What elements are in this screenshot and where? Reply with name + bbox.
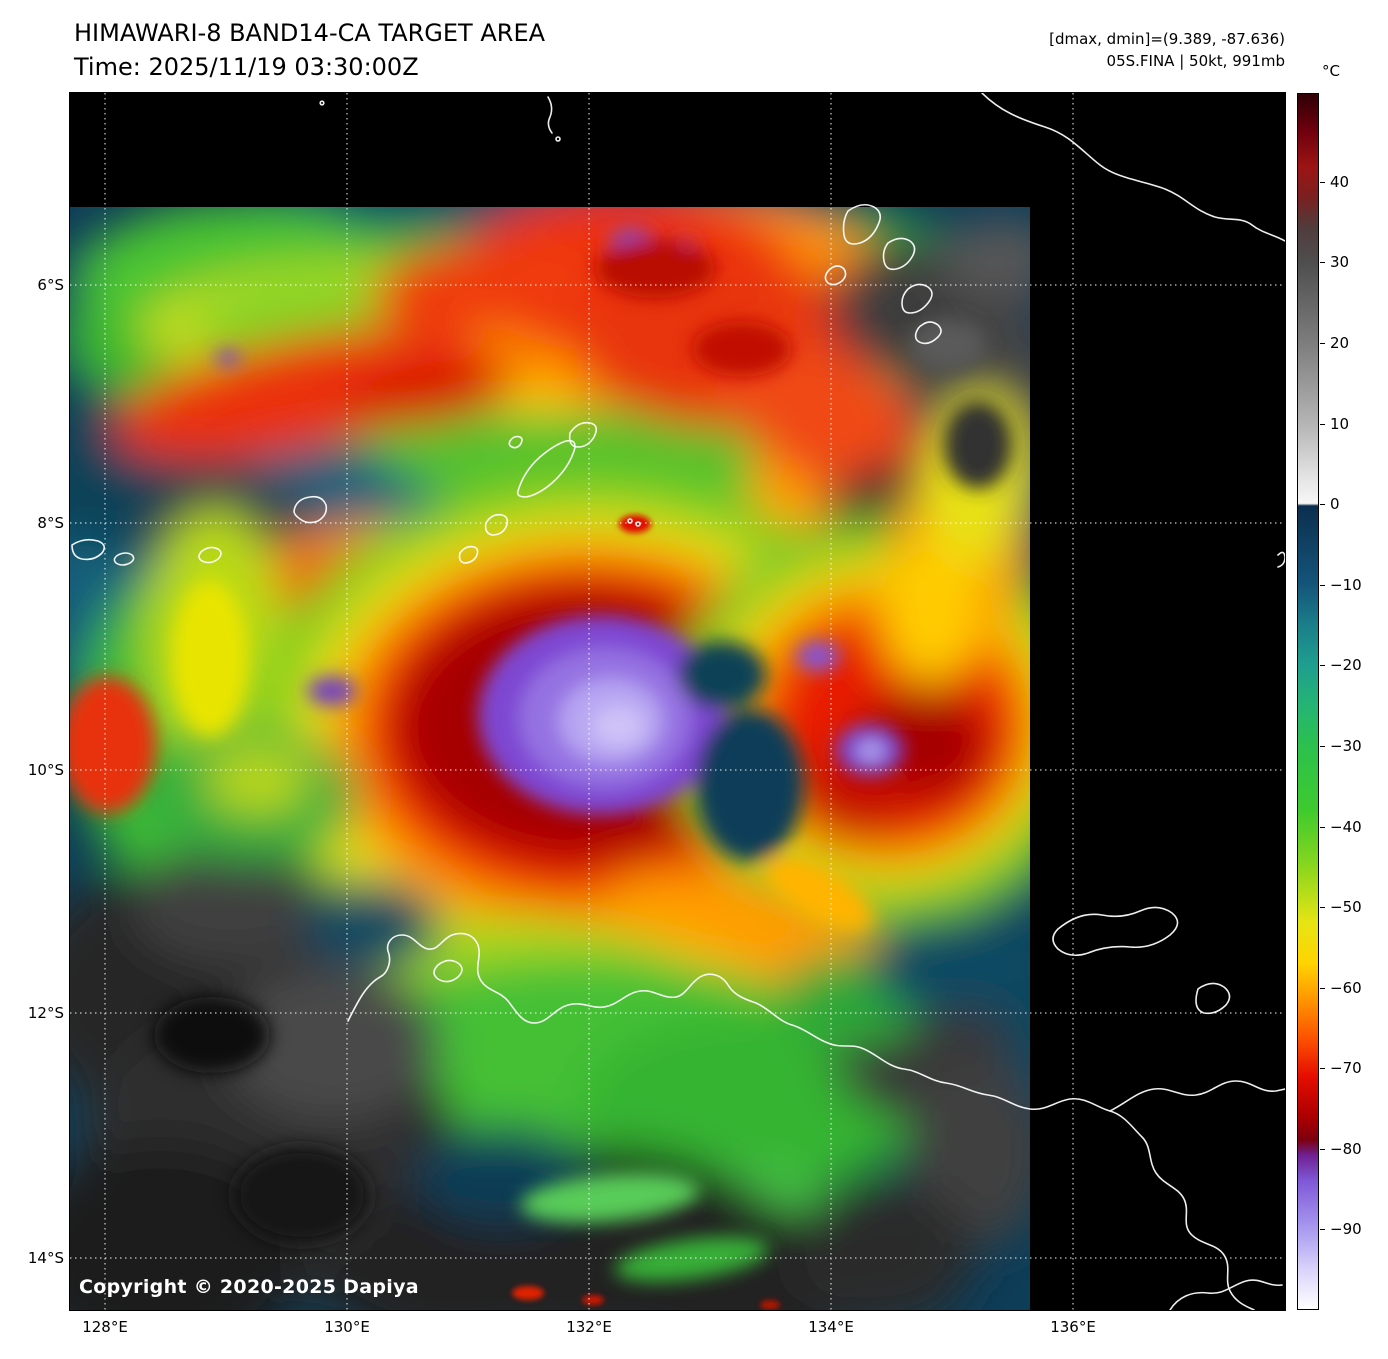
colorbar-tick-m10: −10 [1330, 576, 1362, 594]
colorbar-tickmark [1320, 665, 1325, 666]
lat-label-6s: 6°S [37, 276, 64, 294]
colorbar-tickmark [1320, 1149, 1325, 1150]
colorbar-tickmark [1320, 343, 1325, 344]
colorbar-tick-m70: −70 [1330, 1059, 1362, 1077]
lon-label-134e: 134°E [808, 1318, 854, 1336]
colorbar-tickmark [1320, 504, 1325, 505]
lat-label-8s: 8°S [37, 514, 64, 532]
colorbar-tickmark [1320, 827, 1325, 828]
colorbar [1297, 93, 1319, 1310]
colorbar-tickmark [1320, 585, 1325, 586]
colorbar-tick-0: 0 [1330, 495, 1340, 513]
dmax-dmin-label: [dmax, dmin]=(9.389, -87.636) [1049, 30, 1285, 48]
colorbar-tick-m90: −90 [1330, 1220, 1362, 1238]
colorbar-tick-30: 30 [1330, 253, 1350, 271]
colorbar-tick-20: 20 [1330, 334, 1350, 352]
lon-label-132e: 132°E [566, 1318, 612, 1336]
lat-label-14s: 14°S [27, 1249, 64, 1267]
colorbar-tickmark [1320, 424, 1325, 425]
lon-label-130e: 130°E [324, 1318, 370, 1336]
copyright-label: Copyright © 2020-2025 Dapiya [79, 1276, 419, 1298]
lat-label-12s: 12°S [27, 1004, 64, 1022]
colorbar-tick-m20: −20 [1330, 656, 1362, 674]
colorbar-tickmark [1320, 182, 1325, 183]
lon-label-136e: 136°E [1050, 1318, 1096, 1336]
lon-label-128e: 128°E [82, 1318, 128, 1336]
colorbar-tickmark [1320, 262, 1325, 263]
colorbar-tick-m60: −60 [1330, 979, 1362, 997]
colorbar-unit-label: °C [1322, 62, 1340, 80]
colorbar-tick-m80: −80 [1330, 1140, 1362, 1158]
colorbar-tickmark [1320, 1229, 1325, 1230]
timestamp-label: Time: 2025/11/19 03:30:00Z [74, 53, 419, 81]
colorbar-tick-10: 10 [1330, 415, 1350, 433]
storm-info-label: 05S.FINA | 50kt, 991mb [1106, 52, 1285, 70]
coastlines [71, 93, 1285, 1310]
colorbar-tick-m40: −40 [1330, 818, 1362, 836]
colorbar-tick-m30: −30 [1330, 737, 1362, 755]
lat-label-10s: 10°S [27, 761, 64, 779]
colorbar-tickmark [1320, 988, 1325, 989]
colorbar-tick-m50: −50 [1330, 898, 1362, 916]
colorbar-tickmark [1320, 1068, 1325, 1069]
colorbar-tickmark [1320, 907, 1325, 908]
satellite-image [70, 93, 1285, 1310]
colorbar-tickmark [1320, 746, 1325, 747]
satellite-map: Copyright © 2020-2025 Dapiya [69, 92, 1286, 1311]
colorbar-tick-40: 40 [1330, 173, 1350, 191]
page-title: HIMAWARI-8 BAND14-CA TARGET AREA [74, 19, 546, 47]
